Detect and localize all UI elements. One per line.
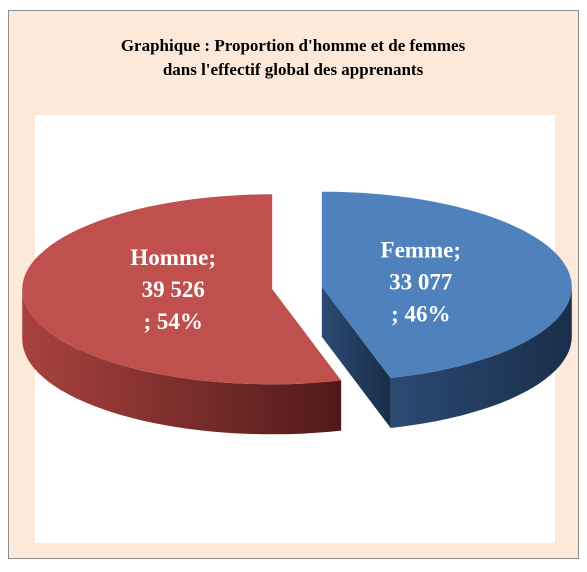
chart-title: Graphique : Proportion d'homme et de fem… [121, 36, 466, 55]
data-label-category: Femme; [381, 237, 461, 262]
data-label-value: 39 526 [142, 277, 205, 302]
chart-subtitle: dans l'effectif global des apprenants [163, 60, 424, 79]
slice [321, 191, 572, 378]
data-label-value: 33 077 [389, 269, 452, 294]
data-label-percent: ; 54% [144, 309, 203, 334]
slice-cut-face [321, 286, 391, 428]
slice-wall [390, 286, 572, 428]
data-label-percent: ; 46% [391, 301, 450, 326]
data-label-category: Homme; [130, 245, 216, 270]
slice-wall [22, 289, 342, 435]
slice [22, 194, 342, 385]
